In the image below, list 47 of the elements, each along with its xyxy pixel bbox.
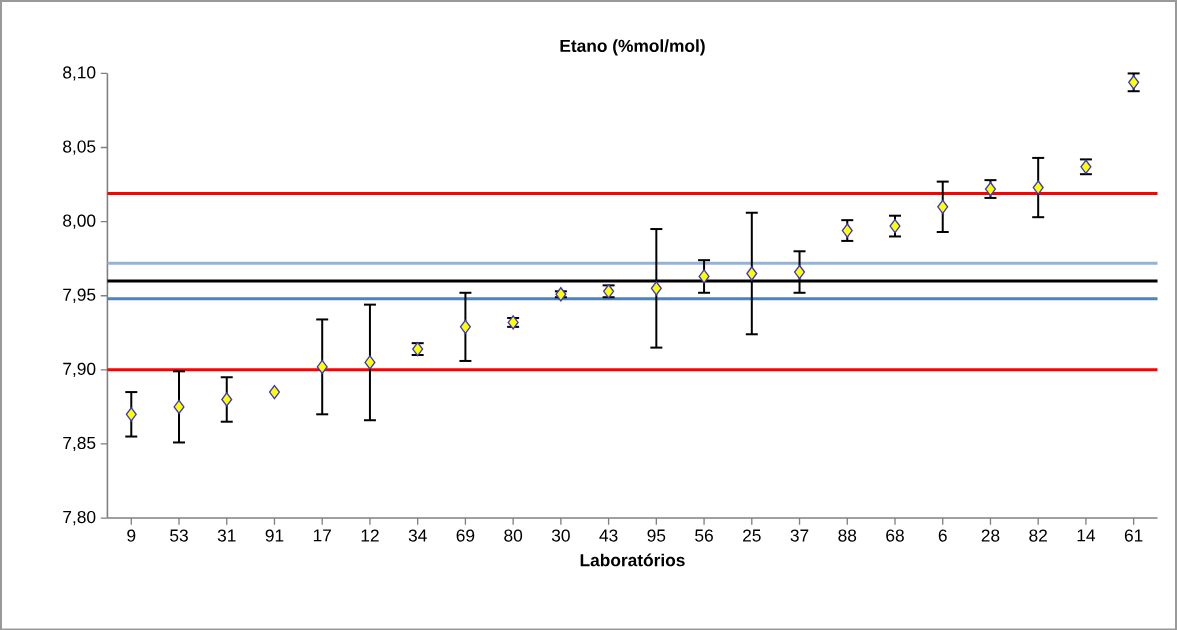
y-tick-label: 8,00 (63, 214, 96, 229)
x-tick-label: 88 (838, 529, 857, 542)
point (125, 406, 137, 422)
point (221, 392, 233, 407)
point (650, 280, 662, 296)
point (698, 269, 710, 284)
point (268, 384, 281, 400)
x-tick-label: 82 (1029, 529, 1047, 542)
x-tick-label: 56 (695, 529, 713, 542)
x-tick-label: 95 (647, 529, 666, 542)
y-tick-label: 7,80 (63, 510, 96, 525)
x-tick-label: 43 (599, 529, 618, 542)
x-tick-label: 34 (408, 529, 427, 542)
x-tick-label: 37 (790, 529, 809, 542)
point (793, 264, 806, 280)
point (1032, 180, 1044, 195)
x-tick-label: 9 (127, 529, 136, 542)
x-tick-label: 14 (1077, 529, 1096, 542)
x-tick-label: 53 (170, 529, 188, 542)
point (937, 199, 949, 214)
point (889, 218, 901, 234)
point (364, 355, 376, 370)
x-tick-label: 17 (313, 529, 331, 542)
y-tick-label: 8,10 (63, 66, 96, 81)
chart-title: Etano (%mol/mol) (560, 39, 705, 56)
y-tick-label: 8,05 (63, 140, 96, 155)
x-tick-label: 28 (981, 529, 1000, 542)
x-tick-label: 12 (361, 529, 379, 542)
x-tick-label: 30 (551, 529, 570, 542)
y-tick-label: 7,90 (63, 362, 96, 377)
x-tick-label: 80 (504, 529, 523, 542)
point (173, 399, 185, 414)
point (841, 223, 853, 238)
point (459, 319, 471, 334)
point (555, 286, 567, 302)
x-axis-title: Laboratórios (580, 553, 685, 567)
x-tick-label: 6 (938, 529, 947, 542)
x-tick-label: 25 (743, 529, 761, 542)
x-tick-label: 91 (265, 529, 284, 542)
x-tick-label: 68 (886, 529, 904, 542)
x-tick-label: 69 (456, 529, 475, 542)
y-tick-label: 7,85 (63, 436, 96, 451)
x-tick-label: 31 (217, 529, 236, 542)
x-tick-label: 61 (1124, 529, 1143, 542)
y-tick-label: 7,95 (63, 288, 96, 303)
point (316, 359, 328, 374)
point (746, 266, 758, 281)
